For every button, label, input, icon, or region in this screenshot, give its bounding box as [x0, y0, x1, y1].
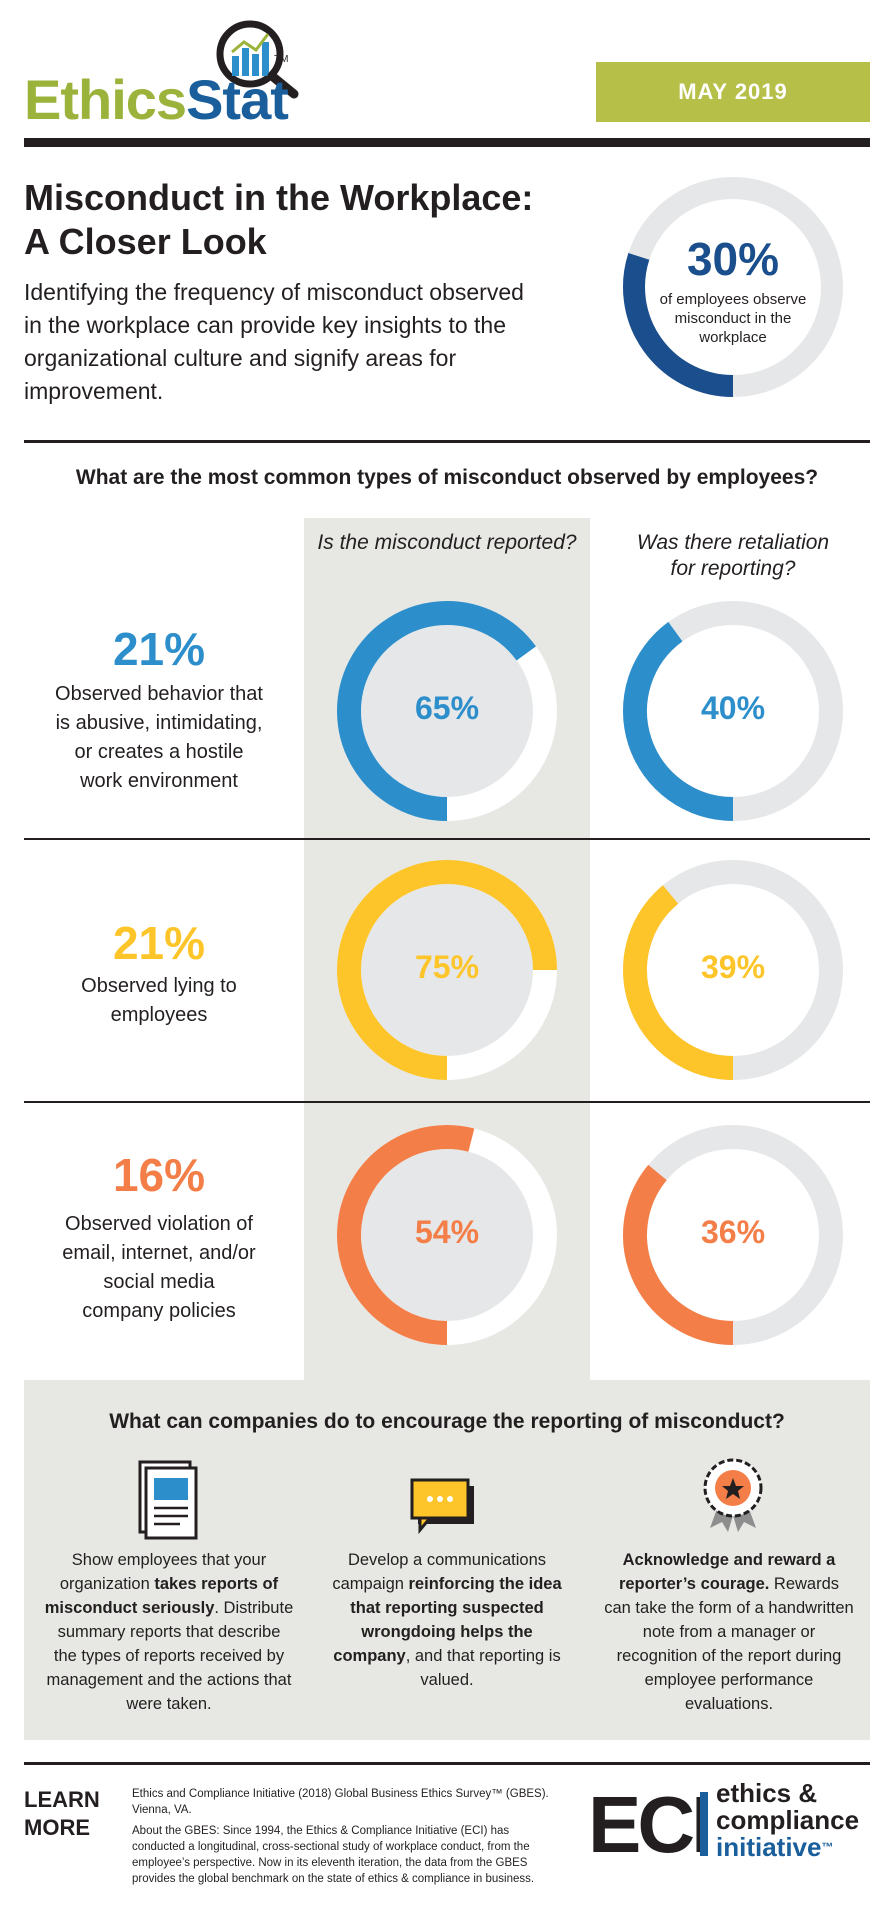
- tips-question: What can companies do to encourage the r…: [109, 1410, 785, 1433]
- row1-pct: 21%: [112, 623, 206, 675]
- row3-label: Observed violation of email, internet, a…: [24, 1210, 294, 1326]
- row1-label-line: work environment: [80, 770, 238, 792]
- row1-reported-arc: [337, 601, 536, 821]
- row1-retaliation-donut: [623, 601, 843, 821]
- learn-more-heading: LEARN MORE: [24, 1786, 100, 1842]
- hero-donut-arc: [623, 253, 734, 397]
- row3-reported-donut: [337, 1125, 557, 1345]
- row1-label: Observed behavior that is abusive, intim…: [24, 680, 294, 796]
- hero-value: 30%: [686, 233, 780, 285]
- row2-pct: 21%: [112, 917, 206, 969]
- row1-reported-value: 65%: [414, 690, 480, 726]
- page-title: Misconduct in the Workplace: A Closer Lo…: [24, 176, 584, 264]
- eci-bar: [700, 1792, 708, 1856]
- eci-line1: ethics &: [716, 1778, 818, 1808]
- eci-tm: ™: [821, 1840, 834, 1854]
- chat-icon: [410, 1478, 474, 1535]
- intro-text: Identifying the frequency of misconduct …: [24, 279, 524, 404]
- tip-2-text-end: , and that reporting is valued.: [405, 1647, 561, 1689]
- row2-reported-donut: [337, 860, 557, 1080]
- more-line: MORE: [24, 1815, 90, 1840]
- row2-retaliation-donut: [623, 860, 843, 1080]
- tip-1: Show employees that your organization ta…: [44, 1548, 294, 1716]
- row2-label-line: employees: [110, 1004, 208, 1026]
- row2-label-line: Observed lying to: [81, 975, 237, 997]
- tip-1-bold: takes reports of misconduct seriously: [44, 1575, 279, 1617]
- title-line-2: A Closer Look: [24, 221, 267, 262]
- learn-line: LEARN: [24, 1787, 100, 1812]
- tip-1-text-end: . Distribute summary reports that descri…: [46, 1599, 294, 1713]
- row2-retaliation-value: 39%: [700, 949, 766, 985]
- col-header-retaliation-line1: Was there retaliation: [636, 531, 830, 554]
- row-divider: [24, 838, 870, 840]
- col-header-reported: Is the misconduct reported?: [317, 531, 577, 554]
- about-text: About the GBES: Since 1994, the Ethics &…: [132, 1825, 535, 1885]
- col-header-retaliation-line2: for reporting?: [670, 557, 796, 580]
- row3-label-line: Observed violation of: [65, 1213, 253, 1235]
- row3-label-line: email, internet, and/or: [62, 1242, 256, 1264]
- tips-panel: [24, 1380, 870, 1740]
- eci-wordmark: ethics & compliance initiative™: [716, 1780, 859, 1861]
- section-question: What are the most common types of miscon…: [75, 466, 819, 489]
- section-divider: [24, 440, 870, 443]
- report-icon: [138, 1460, 198, 1540]
- ethicsstat-logo: EthicsStat TM: [24, 14, 324, 128]
- tip-2-bold: reinforcing the idea that reporting susp…: [333, 1575, 562, 1665]
- row3-label-line: social media: [103, 1271, 215, 1293]
- eci-line3: initiative: [716, 1832, 822, 1862]
- row1-label-line: is abusive, intimidating,: [55, 712, 263, 734]
- row1-reported-donut: [337, 601, 557, 821]
- logo-tm: TM: [274, 54, 289, 65]
- row3-label-line: company policies: [82, 1300, 236, 1322]
- col-header-retaliation: Was there retaliation for reporting?: [590, 530, 876, 582]
- tip-1-text: Show employees that your organization: [59, 1551, 267, 1593]
- title-line-1: Misconduct in the Workplace:: [24, 177, 534, 218]
- row3-reported-arc: [337, 1125, 475, 1345]
- eci-mark: ECI: [588, 1780, 713, 1869]
- top-divider: [24, 138, 870, 147]
- row2-reported-arc: [337, 860, 557, 1080]
- row3-pct: 16%: [112, 1149, 206, 1201]
- row1-label-line: Observed behavior that: [55, 683, 263, 705]
- row3-retaliation-arc: [623, 1164, 734, 1345]
- row-divider: [24, 1101, 870, 1103]
- logo-stat-text: Stat: [186, 68, 289, 131]
- tip-2-text: Develop a communications campaign: [332, 1551, 547, 1593]
- eci-logo: ECI ethics & compliance initiative™: [588, 1780, 878, 1870]
- footer-divider: [24, 1762, 870, 1765]
- row2-retaliation-arc: [623, 885, 734, 1080]
- tip-3: Acknowledge and reward a reporter’s cour…: [604, 1548, 854, 1716]
- row3-retaliation-donut: [623, 1125, 843, 1345]
- tip-3-bold: Acknowledge and reward a reporter’s cour…: [618, 1551, 836, 1593]
- hero-donut: [623, 177, 843, 397]
- row1-retaliation-arc: [623, 622, 734, 821]
- eci-line2: compliance: [716, 1805, 860, 1835]
- award-icon: [703, 1458, 763, 1532]
- row3-reported-value: 54%: [414, 1214, 480, 1250]
- source-notes: Ethics and Compliance Initiative (2018) …: [132, 1786, 552, 1887]
- hero-caption: of employees observe misconduct in the w…: [659, 291, 807, 346]
- row2-label: Observed lying to employees: [24, 972, 294, 1030]
- tip-2: Develop a communications campaign reinfo…: [322, 1548, 572, 1692]
- tip-3-text: Rewards can take the form of a handwritt…: [604, 1575, 854, 1713]
- logo-ethics-text: Ethics: [24, 68, 187, 131]
- row1-label-line: or creates a hostile: [74, 741, 244, 763]
- row2-reported-value: 75%: [414, 949, 480, 985]
- row1-retaliation-value: 40%: [700, 690, 766, 726]
- row3-retaliation-value: 36%: [700, 1214, 766, 1250]
- citation-text: Ethics and Compliance Initiative (2018) …: [132, 1788, 549, 1816]
- magnifier-chart-icon: [216, 20, 299, 99]
- date-badge: MAY 2019: [596, 62, 870, 122]
